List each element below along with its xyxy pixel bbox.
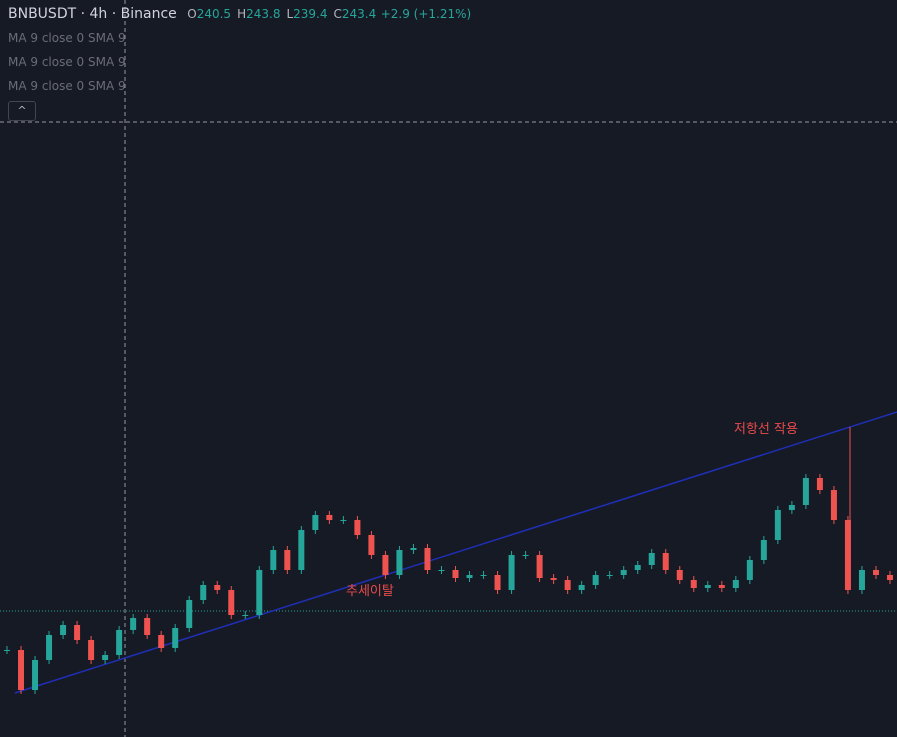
candle bbox=[592, 575, 599, 585]
candle bbox=[522, 555, 529, 556]
candle bbox=[116, 630, 123, 655]
ohlc-value: 239.4 bbox=[293, 7, 328, 21]
candle bbox=[396, 550, 403, 575]
candle bbox=[480, 575, 487, 576]
candle bbox=[466, 575, 473, 578]
ohlc-key: O bbox=[187, 7, 197, 21]
candle bbox=[354, 520, 361, 535]
annotation: 저항선 작용 bbox=[734, 422, 798, 437]
interval[interactable]: 4h bbox=[89, 6, 108, 22]
candle bbox=[172, 628, 179, 648]
ohlc-key: H bbox=[237, 7, 247, 21]
candle bbox=[550, 578, 557, 580]
candle bbox=[760, 540, 767, 560]
candle bbox=[690, 580, 697, 588]
candle bbox=[32, 660, 39, 690]
candle bbox=[830, 490, 837, 520]
candle bbox=[536, 555, 543, 578]
candle bbox=[816, 478, 823, 490]
collapse-button[interactable]: ^ bbox=[8, 101, 36, 121]
candle bbox=[452, 570, 459, 578]
symbol[interactable]: BNBUSDT bbox=[8, 6, 77, 22]
candle bbox=[858, 570, 865, 590]
candle bbox=[242, 615, 249, 616]
ohlc-value: 243.4 bbox=[341, 7, 377, 21]
candle bbox=[298, 530, 305, 570]
candle bbox=[144, 618, 151, 635]
candle bbox=[284, 550, 291, 570]
candle bbox=[410, 548, 417, 550]
candle bbox=[438, 570, 445, 571]
candle bbox=[382, 555, 389, 575]
change: +2.9 (+1.21%) bbox=[380, 7, 472, 21]
candle bbox=[326, 515, 333, 520]
candle bbox=[676, 570, 683, 580]
candle bbox=[228, 590, 235, 615]
candle bbox=[620, 570, 627, 575]
candle bbox=[256, 570, 263, 615]
candle bbox=[102, 655, 109, 660]
indicator[interactable]: MA 9 close 0 SMA 9 bbox=[8, 55, 126, 69]
candle bbox=[368, 535, 375, 555]
exchange: Binance bbox=[120, 6, 177, 22]
candle bbox=[872, 570, 879, 575]
candle bbox=[718, 585, 725, 588]
ohlc-value: 243.8 bbox=[246, 7, 281, 21]
candle bbox=[746, 560, 753, 580]
candle bbox=[508, 555, 515, 590]
candle bbox=[732, 580, 739, 588]
ohlc-value: 240.5 bbox=[196, 7, 232, 21]
annotation: 추세이탈 bbox=[346, 584, 394, 599]
ohlc-key: L bbox=[286, 7, 294, 21]
candle bbox=[130, 618, 137, 630]
candle bbox=[648, 553, 655, 565]
candle bbox=[270, 550, 277, 570]
candle bbox=[774, 510, 781, 540]
candle bbox=[214, 585, 221, 590]
candle bbox=[704, 585, 711, 588]
candle bbox=[88, 640, 95, 660]
candle bbox=[802, 478, 809, 505]
indicator[interactable]: MA 9 close 0 SMA 9 bbox=[8, 79, 126, 93]
candle bbox=[886, 575, 893, 580]
candle bbox=[340, 520, 347, 521]
candle bbox=[312, 515, 319, 530]
candle bbox=[18, 650, 25, 690]
indicator[interactable]: MA 9 close 0 SMA 9 bbox=[8, 31, 126, 45]
candle bbox=[634, 565, 641, 570]
candle bbox=[662, 553, 669, 570]
legend-header: BNBUSDT · 4h · Binance O240.5 H243.8 L239.… bbox=[8, 6, 472, 22]
candle bbox=[844, 520, 851, 590]
candle bbox=[564, 580, 571, 590]
ohlc-key: C bbox=[333, 7, 342, 21]
candle bbox=[74, 625, 81, 640]
candle bbox=[158, 635, 165, 648]
candle bbox=[4, 650, 11, 651]
candle bbox=[186, 600, 193, 628]
candle bbox=[788, 505, 795, 510]
candle bbox=[46, 635, 53, 660]
candle bbox=[200, 585, 207, 600]
candle bbox=[578, 585, 585, 590]
candle bbox=[494, 575, 501, 590]
candle bbox=[606, 575, 613, 576]
candle bbox=[60, 625, 67, 635]
candle bbox=[424, 548, 431, 570]
